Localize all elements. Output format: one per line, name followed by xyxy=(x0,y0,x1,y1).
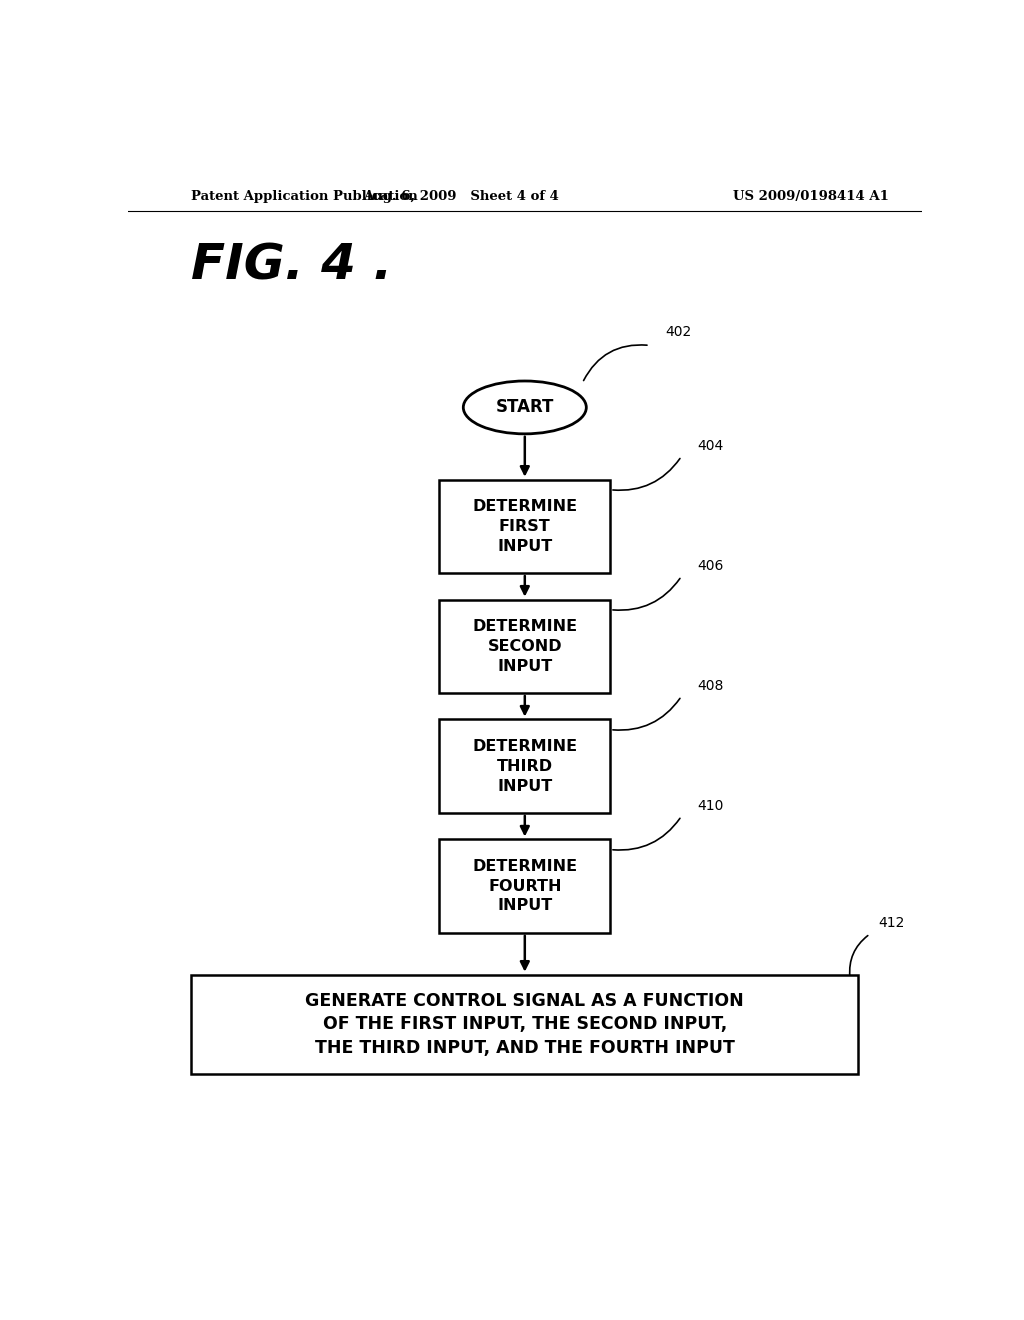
Text: 406: 406 xyxy=(697,558,724,573)
Text: START: START xyxy=(496,399,554,416)
FancyBboxPatch shape xyxy=(439,479,610,573)
Text: DETERMINE
SECOND
INPUT: DETERMINE SECOND INPUT xyxy=(472,619,578,673)
Ellipse shape xyxy=(463,381,587,434)
Text: 408: 408 xyxy=(697,678,724,693)
Text: DETERMINE
FIRST
INPUT: DETERMINE FIRST INPUT xyxy=(472,499,578,553)
FancyBboxPatch shape xyxy=(439,719,610,813)
Text: 410: 410 xyxy=(697,799,724,813)
Text: 404: 404 xyxy=(697,440,724,453)
Text: US 2009/0198414 A1: US 2009/0198414 A1 xyxy=(732,190,889,202)
Text: GENERATE CONTROL SIGNAL AS A FUNCTION
OF THE FIRST INPUT, THE SECOND INPUT,
THE : GENERATE CONTROL SIGNAL AS A FUNCTION OF… xyxy=(305,991,744,1057)
Text: 402: 402 xyxy=(666,325,692,339)
FancyBboxPatch shape xyxy=(191,974,858,1074)
Text: DETERMINE
THIRD
INPUT: DETERMINE THIRD INPUT xyxy=(472,739,578,793)
Text: FIG. 4 .: FIG. 4 . xyxy=(191,242,393,289)
Text: Aug. 6, 2009   Sheet 4 of 4: Aug. 6, 2009 Sheet 4 of 4 xyxy=(364,190,559,202)
FancyBboxPatch shape xyxy=(439,840,610,933)
Text: 412: 412 xyxy=(878,916,904,929)
Text: Patent Application Publication: Patent Application Publication xyxy=(191,190,418,202)
Text: DETERMINE
FOURTH
INPUT: DETERMINE FOURTH INPUT xyxy=(472,859,578,913)
FancyBboxPatch shape xyxy=(439,599,610,693)
